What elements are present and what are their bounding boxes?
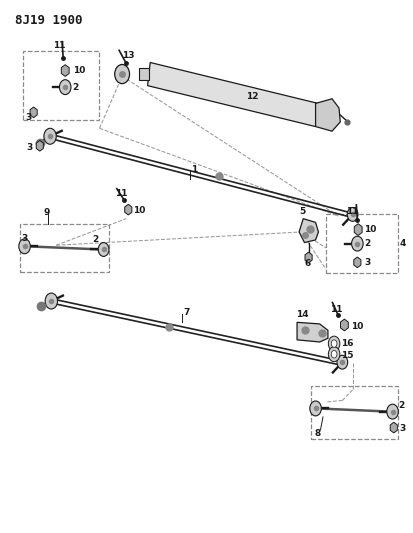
Circle shape: [115, 64, 130, 84]
Circle shape: [19, 239, 30, 254]
Text: 3: 3: [22, 235, 28, 244]
Text: 3: 3: [399, 424, 406, 433]
Polygon shape: [316, 99, 340, 131]
Polygon shape: [125, 204, 132, 215]
Circle shape: [331, 351, 337, 358]
Polygon shape: [340, 319, 348, 331]
Circle shape: [337, 356, 348, 369]
Text: 11: 11: [330, 304, 342, 313]
Polygon shape: [61, 64, 69, 76]
Text: 3: 3: [25, 113, 32, 122]
Text: 10: 10: [73, 66, 85, 75]
Circle shape: [98, 243, 109, 256]
Text: 3: 3: [364, 258, 370, 267]
Bar: [326, 214, 398, 273]
Text: 5: 5: [299, 207, 305, 216]
Circle shape: [59, 80, 71, 94]
Text: 14: 14: [296, 310, 309, 319]
Circle shape: [310, 401, 321, 416]
Text: 2: 2: [93, 236, 99, 245]
Text: 2: 2: [398, 401, 404, 410]
Polygon shape: [147, 62, 318, 126]
Text: 6: 6: [304, 260, 311, 268]
Polygon shape: [354, 257, 361, 268]
Text: 1: 1: [191, 165, 197, 174]
Circle shape: [328, 347, 340, 362]
Text: 8J19 1900: 8J19 1900: [15, 14, 83, 27]
Bar: [311, 386, 398, 439]
Circle shape: [44, 128, 56, 144]
Text: 12: 12: [246, 92, 258, 101]
Polygon shape: [354, 224, 362, 236]
Polygon shape: [139, 68, 149, 80]
Circle shape: [347, 207, 358, 221]
Text: 10: 10: [133, 206, 146, 215]
Text: 11: 11: [115, 189, 128, 198]
Text: 8: 8: [315, 430, 321, 439]
Text: 13: 13: [122, 51, 135, 60]
Text: 11: 11: [346, 207, 358, 216]
Text: 2: 2: [73, 83, 79, 92]
Text: 4: 4: [400, 239, 406, 248]
Bar: [23, 51, 100, 120]
Circle shape: [45, 293, 57, 309]
Polygon shape: [299, 219, 318, 243]
Text: 16: 16: [342, 339, 354, 348]
Text: 2: 2: [364, 239, 370, 248]
Circle shape: [387, 404, 398, 419]
Bar: [21, 224, 109, 272]
Circle shape: [328, 336, 340, 351]
Text: 15: 15: [342, 351, 354, 360]
Text: 10: 10: [364, 225, 376, 234]
Polygon shape: [30, 107, 37, 118]
Text: 11: 11: [53, 42, 65, 51]
Polygon shape: [305, 252, 312, 263]
Circle shape: [351, 236, 363, 251]
Polygon shape: [297, 322, 328, 342]
Polygon shape: [36, 141, 43, 151]
Text: 9: 9: [43, 208, 50, 217]
Text: 7: 7: [183, 308, 190, 317]
Circle shape: [331, 340, 337, 348]
Polygon shape: [390, 422, 397, 433]
Text: 3: 3: [26, 143, 33, 152]
Text: 10: 10: [351, 321, 363, 330]
